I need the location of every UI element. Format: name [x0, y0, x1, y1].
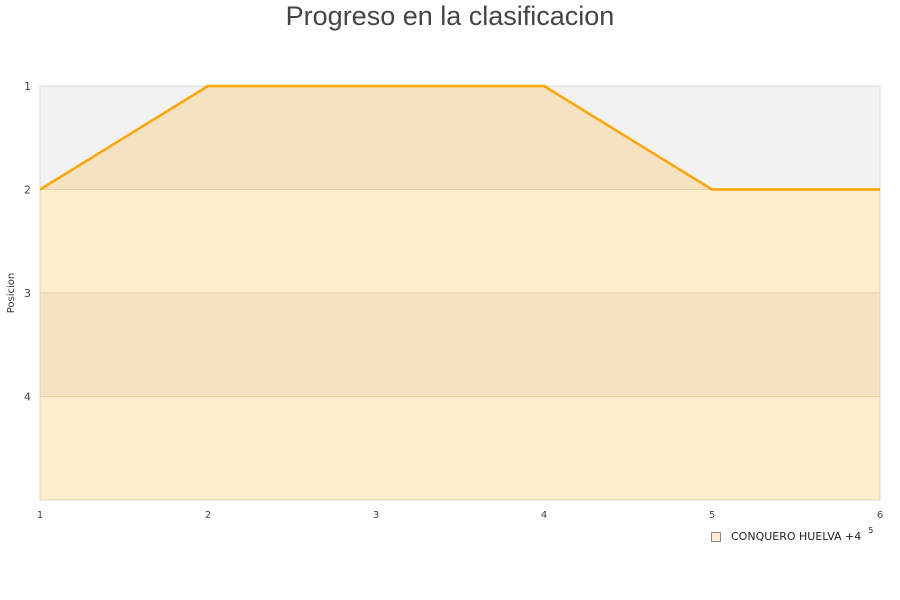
grid-band	[40, 293, 880, 397]
y-tick-label: 4	[24, 391, 31, 404]
y-tick-label: 1	[24, 80, 31, 93]
legend-label[interactable]: CONQUERO HUELVA +4	[731, 530, 862, 543]
series-area	[40, 86, 880, 500]
x-tick-label: 2	[205, 510, 211, 521]
y-tick-label: 3	[24, 287, 31, 300]
legend-swatch	[711, 531, 721, 542]
legend-extra: 5	[868, 526, 874, 535]
x-tick-label: 6	[877, 510, 883, 521]
x-tick-label: 5	[709, 510, 715, 521]
chart-title: Progreso en la clasificacion	[285, 1, 615, 31]
x-tick-label: 4	[541, 510, 547, 521]
grid-band	[40, 189, 880, 293]
legend: CONQUERO HUELVA +4 5	[711, 526, 873, 543]
x-tick-label: 1	[37, 510, 43, 521]
series-line	[39, 84, 880, 191]
y-axis-label: Posicion	[6, 273, 17, 314]
y-tick-label: 2	[24, 184, 31, 197]
x-tick-label: 3	[373, 510, 379, 521]
grid-band	[40, 396, 880, 500]
